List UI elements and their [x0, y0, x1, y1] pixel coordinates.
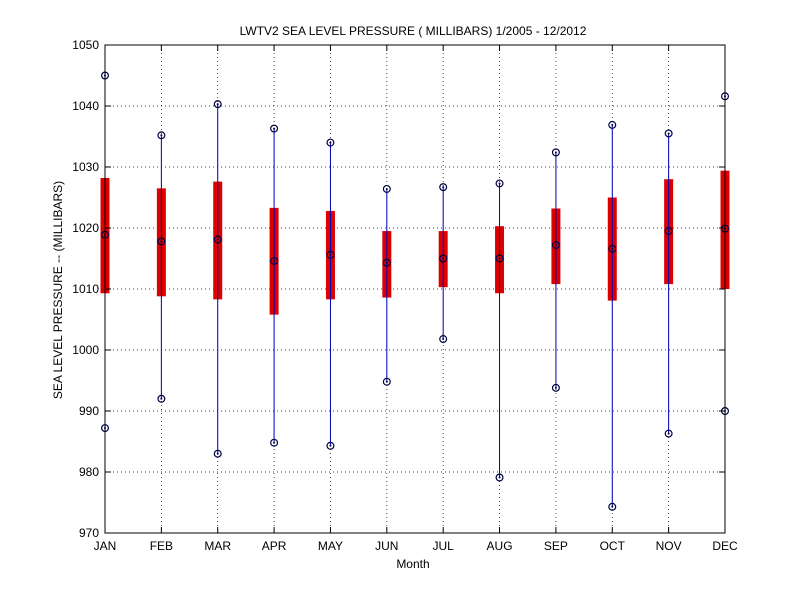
marker-dot-max-may [329, 141, 332, 144]
marker-dot-min-mar [216, 452, 219, 455]
marker-max-oct [608, 120, 617, 129]
y-tick-label: 1010 [72, 282, 99, 296]
marker-center-may [326, 250, 335, 259]
y-tick-label: 1020 [72, 221, 99, 235]
marker-max-aug [495, 179, 504, 188]
y-tick-label: 970 [79, 526, 99, 540]
marker-dot-max-oct [611, 123, 614, 126]
x-tick-label-sep: SEP [544, 539, 568, 553]
y-axis-label: SEA LEVEL PRESSURE -- (MILLIBARS) [51, 181, 65, 399]
x-tick-label-nov: NOV [656, 539, 682, 553]
axes: 970 980 990 1000 1010 1020 1030 1040 1050 JAN FEB M… [72, 38, 738, 553]
marker-dot-center-jun [385, 261, 388, 264]
x-tick-label-jun: JUN [375, 539, 398, 553]
marker-center-jun [382, 258, 391, 267]
marker-dot-max-aug [498, 182, 501, 185]
marker-dot-min-may [329, 444, 332, 447]
marker-dot-min-oct [611, 505, 614, 508]
marker-max-apr [270, 124, 279, 133]
y-tick-label: 990 [79, 404, 99, 418]
marker-dot-min-aug [498, 476, 501, 479]
x-tick-label-oct: OCT [600, 539, 626, 553]
marker-min-jul [439, 335, 448, 344]
x-tick-label-may: MAY [318, 539, 343, 553]
marker-dot-center-jul [442, 257, 445, 260]
x-tick-label-feb: FEB [150, 539, 173, 553]
y-tick-label: 1000 [72, 343, 99, 357]
x-tick-label-jul: JUL [433, 539, 455, 553]
marker-max-jul [439, 183, 448, 192]
marker-min-nov [664, 429, 673, 438]
marker-dot-center-oct [611, 247, 614, 250]
marker-center-oct [608, 244, 617, 253]
marker-center-feb [157, 237, 166, 246]
marker-center-apr [270, 256, 279, 265]
marker-dot-center-aug [498, 257, 501, 260]
marker-min-aug [495, 473, 504, 482]
marker-center-sep [551, 241, 560, 250]
marker-min-sep [551, 383, 560, 392]
marker-dot-min-jun [385, 380, 388, 383]
marker-max-feb [157, 131, 166, 140]
marker-dot-min-jul [442, 338, 445, 341]
marker-min-mar [213, 449, 222, 458]
x-tick-label-mar: MAR [204, 539, 231, 553]
marker-dot-max-nov [667, 132, 670, 135]
x-axis-label: Month [396, 557, 429, 571]
marker-center-nov [664, 227, 673, 236]
x-tick-label-aug: AUG [487, 539, 513, 553]
marker-dot-max-jul [442, 186, 445, 189]
grid-lines [105, 45, 725, 533]
marker-min-may [326, 441, 335, 450]
y-tick-label: 980 [79, 465, 99, 479]
marker-dot-min-nov [667, 432, 670, 435]
marker-max-jun [382, 184, 391, 193]
y-tick-label: 1030 [72, 160, 99, 174]
x-tick-label-dec: DEC [712, 539, 738, 553]
y-tick-label: 1050 [72, 38, 99, 52]
marker-min-feb [157, 394, 166, 403]
marker-min-apr [270, 438, 279, 447]
marker-dot-max-jun [385, 187, 388, 190]
marker-dot-center-nov [667, 230, 670, 233]
marker-max-nov [664, 129, 673, 138]
marker-dot-center-may [329, 253, 332, 256]
box-series [100, 71, 730, 511]
marker-max-may [326, 138, 335, 147]
marker-dot-min-feb [160, 397, 163, 400]
x-tick-label-apr: APR [262, 539, 287, 553]
marker-dot-min-apr [273, 441, 276, 444]
marker-dot-center-feb [160, 240, 163, 243]
marker-min-jun [382, 377, 391, 386]
marker-dot-center-sep [554, 244, 557, 247]
marker-dot-max-mar [216, 103, 219, 106]
marker-center-jul [439, 254, 448, 263]
marker-dot-max-apr [273, 127, 276, 130]
marker-max-mar [213, 100, 222, 109]
marker-dot-center-mar [216, 238, 219, 241]
marker-dot-max-sep [554, 151, 557, 154]
marker-center-aug [495, 254, 504, 263]
x-tick-label-jan: JAN [94, 539, 117, 553]
y-tick-label: 1040 [72, 99, 99, 113]
marker-dot-min-sep [554, 386, 557, 389]
marker-dot-center-apr [273, 259, 276, 262]
marker-min-oct [608, 502, 617, 511]
marker-max-sep [551, 148, 560, 157]
chart-title: LWTV2 SEA LEVEL PRESSURE ( MILLIBARS) 1/… [240, 24, 587, 38]
marker-dot-max-feb [160, 134, 163, 137]
marker-center-mar [213, 235, 222, 244]
